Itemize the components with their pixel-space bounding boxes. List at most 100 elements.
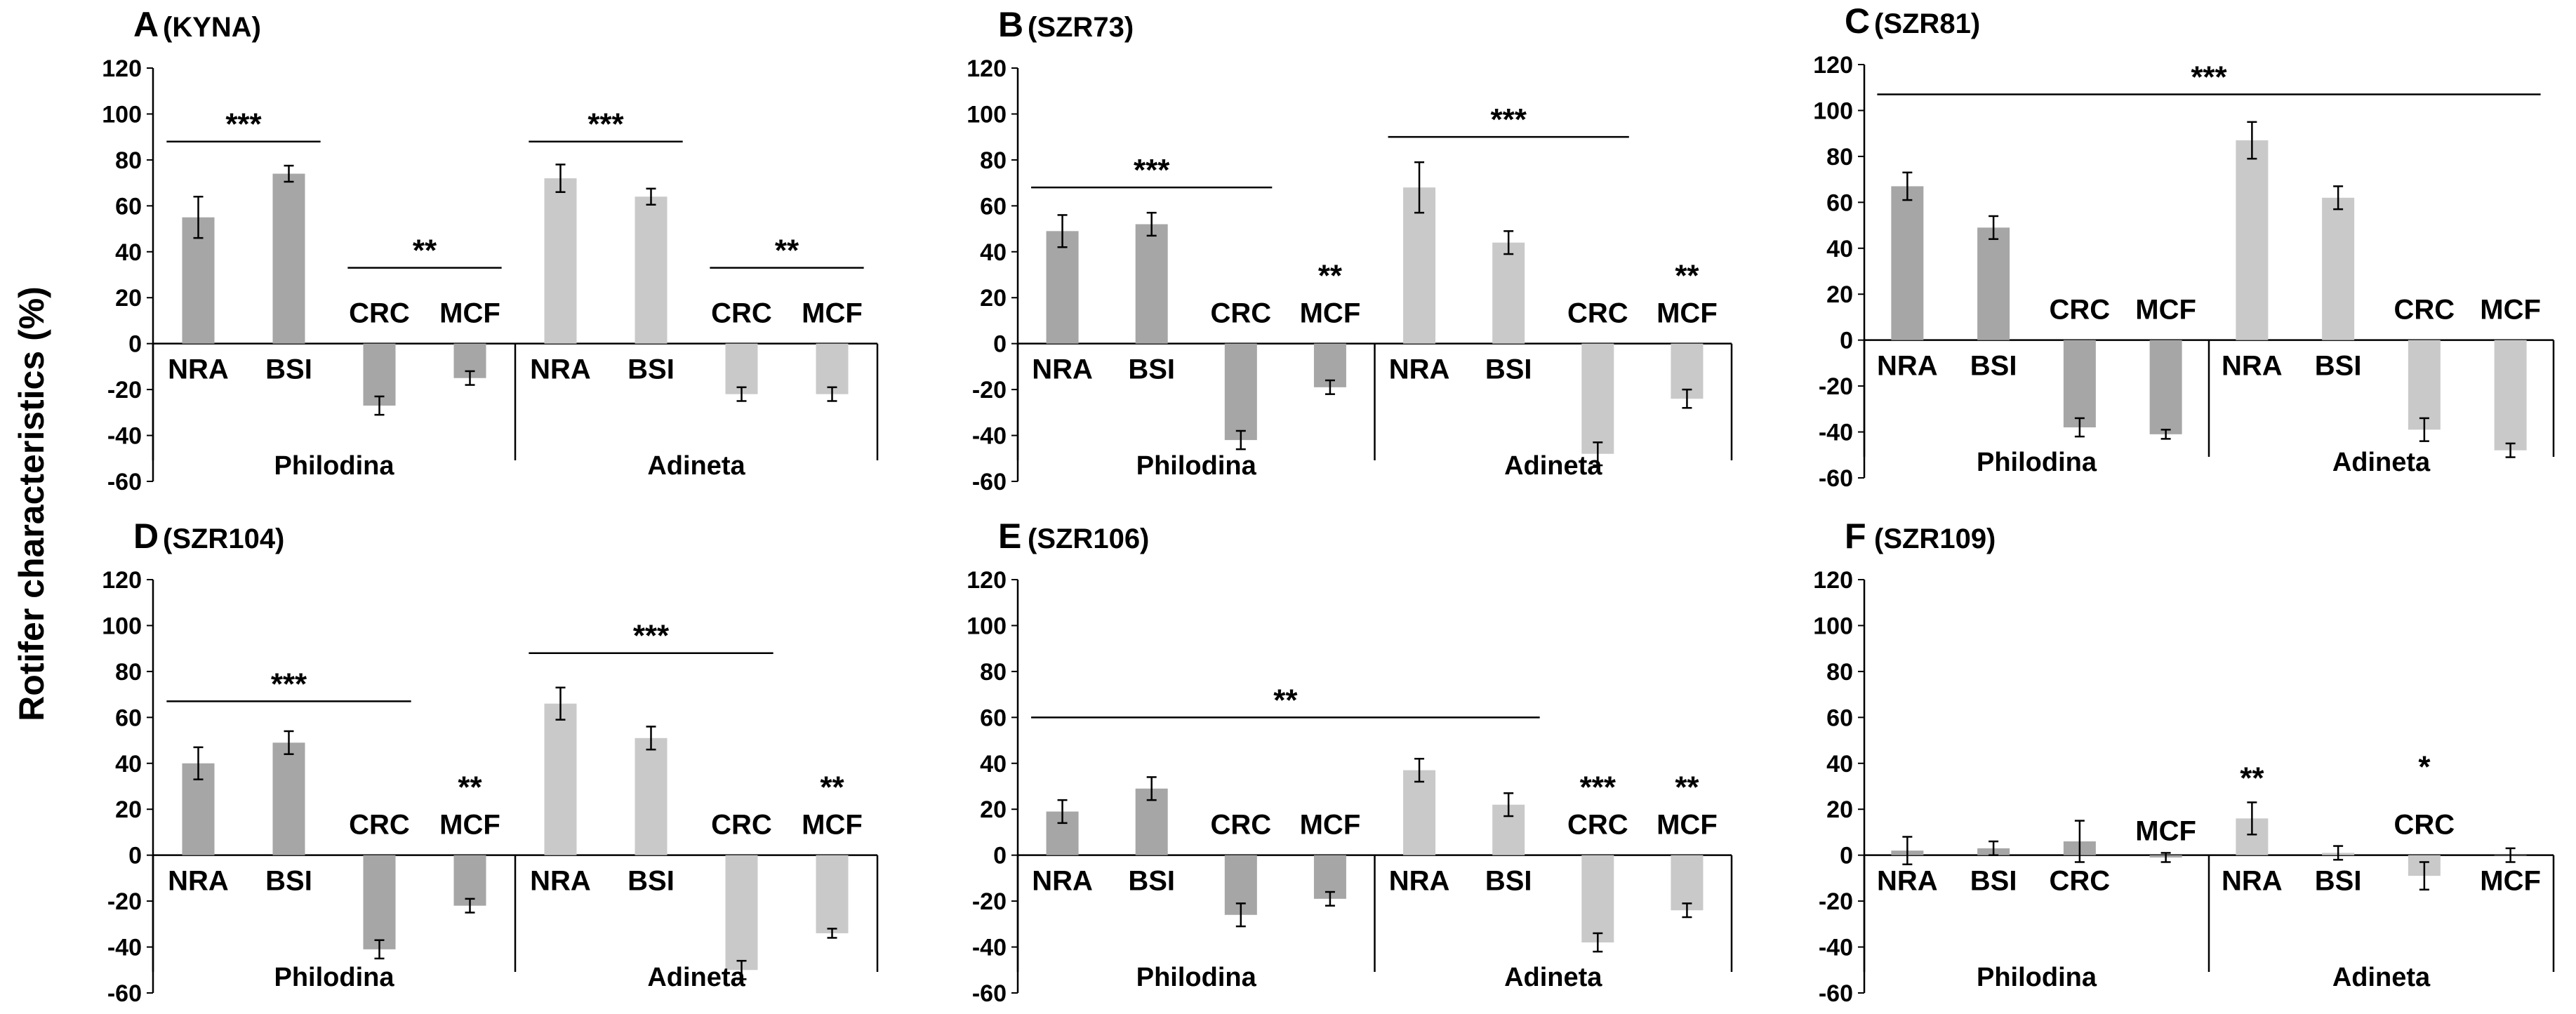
category-label: MCF bbox=[2135, 815, 2196, 846]
significance-stars: *** bbox=[1580, 770, 1616, 805]
y-tick-label: -40 bbox=[972, 423, 1007, 450]
y-tick-label: -20 bbox=[107, 888, 142, 915]
significance-stars: ** bbox=[1318, 259, 1343, 293]
significance-stars: ** bbox=[820, 770, 844, 805]
y-tick-label: 60 bbox=[115, 193, 142, 220]
category-label: CRC bbox=[349, 810, 410, 841]
y-tick-label: 100 bbox=[102, 613, 142, 639]
y-tick-label: -60 bbox=[972, 980, 1007, 1007]
category-label: MCF bbox=[2480, 295, 2541, 326]
category-label: MCF bbox=[439, 810, 500, 841]
group-label: Philodina bbox=[1977, 448, 2097, 477]
y-tick-label: 60 bbox=[980, 705, 1007, 731]
y-tick-label: 80 bbox=[115, 147, 142, 174]
y-tick-label: -40 bbox=[972, 935, 1007, 961]
bar-adineta-bsi bbox=[635, 738, 668, 855]
category-label: MCF bbox=[802, 298, 863, 329]
y-tick-label: 20 bbox=[1826, 281, 1853, 308]
group-label: Adineta bbox=[2332, 448, 2431, 477]
significance-stars: *** bbox=[271, 667, 307, 701]
y-tick-label: 20 bbox=[115, 796, 142, 823]
group-label: Philodina bbox=[274, 963, 395, 992]
bar-philodina-crc bbox=[363, 343, 396, 406]
category-label: NRA bbox=[530, 354, 591, 385]
y-tick-label: -20 bbox=[107, 377, 142, 403]
significance-stars: *** bbox=[633, 619, 670, 653]
significance-stars: * bbox=[2418, 749, 2431, 784]
y-tick-label: 60 bbox=[1826, 705, 1853, 731]
significance-stars: *** bbox=[1491, 102, 1527, 137]
group-label: Adineta bbox=[1504, 963, 1602, 992]
category-label: NRA bbox=[2222, 351, 2283, 382]
y-tick-label: -60 bbox=[107, 469, 142, 495]
bar-adineta-nra bbox=[544, 703, 577, 855]
bar-philodina-bsi bbox=[272, 742, 305, 855]
y-tick-label: 0 bbox=[993, 843, 1007, 869]
category-label: NRA bbox=[1389, 354, 1450, 385]
bar-adineta-nra bbox=[2236, 140, 2269, 340]
y-tick-label: 80 bbox=[115, 659, 142, 686]
bar-adineta-mcf bbox=[816, 855, 849, 933]
y-tick-label: 80 bbox=[1826, 659, 1853, 686]
category-label: CRC bbox=[711, 810, 772, 841]
y-tick-label: 100 bbox=[1813, 98, 1853, 124]
y-tick-label: 0 bbox=[993, 331, 1007, 358]
category-label: CRC bbox=[2394, 295, 2455, 326]
y-tick-label: 0 bbox=[128, 843, 142, 869]
bar-adineta-mcf bbox=[1671, 855, 1704, 911]
panel-title: (SZR73) bbox=[1028, 12, 1134, 43]
category-label: CRC bbox=[1210, 298, 1271, 329]
category-label: NRA bbox=[2222, 866, 2283, 897]
y-tick-label: 100 bbox=[102, 101, 142, 128]
significance-stars: ** bbox=[2240, 761, 2264, 795]
panel-a: A (KYNA) -60 -40 -20 0 20 40 60 80 100 120 NRA BSI CRC… bbox=[102, 5, 879, 495]
y-tick-label: 120 bbox=[1813, 52, 1853, 79]
category-label: BSI bbox=[1485, 866, 1532, 897]
y-tick-label: -60 bbox=[1819, 465, 1853, 492]
panel-b: B (SZR73) -60 -40 -20 0 20 40 60 80 100 120 NRA BSI CR… bbox=[967, 5, 1733, 495]
bar-philodina-nra bbox=[1891, 186, 1924, 340]
category-label: BSI bbox=[2315, 866, 2362, 897]
category-label: NRA bbox=[1032, 354, 1093, 385]
group-label: Philodina bbox=[1136, 963, 1257, 992]
group-label: Adineta bbox=[647, 963, 745, 992]
y-tick-label: 60 bbox=[1826, 189, 1853, 216]
y-tick-label: 0 bbox=[128, 331, 142, 358]
category-label: MCF bbox=[1657, 298, 1718, 329]
bar-philodina-crc bbox=[2063, 340, 2096, 428]
group-label: Adineta bbox=[2332, 963, 2431, 992]
y-tick-label: 0 bbox=[1840, 843, 1853, 869]
y-tick-label: 40 bbox=[115, 751, 142, 778]
y-tick-label: -40 bbox=[1819, 935, 1853, 961]
significance-stars: ** bbox=[413, 234, 437, 268]
y-axis-label: Rotifer characteristics (%) bbox=[12, 286, 51, 721]
y-tick-label: 60 bbox=[980, 193, 1007, 220]
panel-title: (SZR81) bbox=[1874, 8, 1980, 39]
category-label: MCF bbox=[802, 810, 863, 841]
significance-stars: *** bbox=[1134, 153, 1170, 187]
panels-container: A (KYNA) -60 -40 -20 0 20 40 60 80 100 120 NRA BSI CRC… bbox=[102, 1, 2555, 1007]
panel-title: (SZR106) bbox=[1028, 523, 1149, 554]
bar-adineta-crc bbox=[1581, 855, 1614, 943]
panel-f: F (SZR109) -60 -40 -20 0 20 40 60 80 100 120 NRA BSI C… bbox=[1813, 516, 2555, 1007]
y-tick-label: 80 bbox=[980, 659, 1007, 686]
y-tick-label: -40 bbox=[1819, 420, 1853, 446]
y-tick-label: -40 bbox=[107, 423, 142, 450]
significance-stars: *** bbox=[2191, 60, 2227, 95]
bar-philodina-mcf bbox=[453, 855, 486, 906]
y-tick-label: 20 bbox=[1826, 796, 1853, 823]
category-label: BSI bbox=[628, 866, 675, 897]
category-label: BSI bbox=[2315, 351, 2362, 382]
y-tick-label: 20 bbox=[980, 796, 1007, 823]
category-label: CRC bbox=[349, 298, 410, 329]
panel-letter: A bbox=[133, 5, 159, 44]
bar-adineta-mcf bbox=[816, 343, 849, 394]
y-tick-label: -60 bbox=[107, 980, 142, 1007]
y-tick-label: 60 bbox=[115, 705, 142, 731]
bar-philodina-bsi bbox=[272, 173, 305, 344]
bar-adineta-bsi bbox=[635, 196, 668, 344]
y-tick-label: 20 bbox=[115, 285, 142, 312]
bar-philodina-bsi bbox=[1977, 227, 2010, 340]
panel-title: (SZR109) bbox=[1874, 523, 1996, 554]
panel-title: (KYNA) bbox=[163, 12, 261, 43]
